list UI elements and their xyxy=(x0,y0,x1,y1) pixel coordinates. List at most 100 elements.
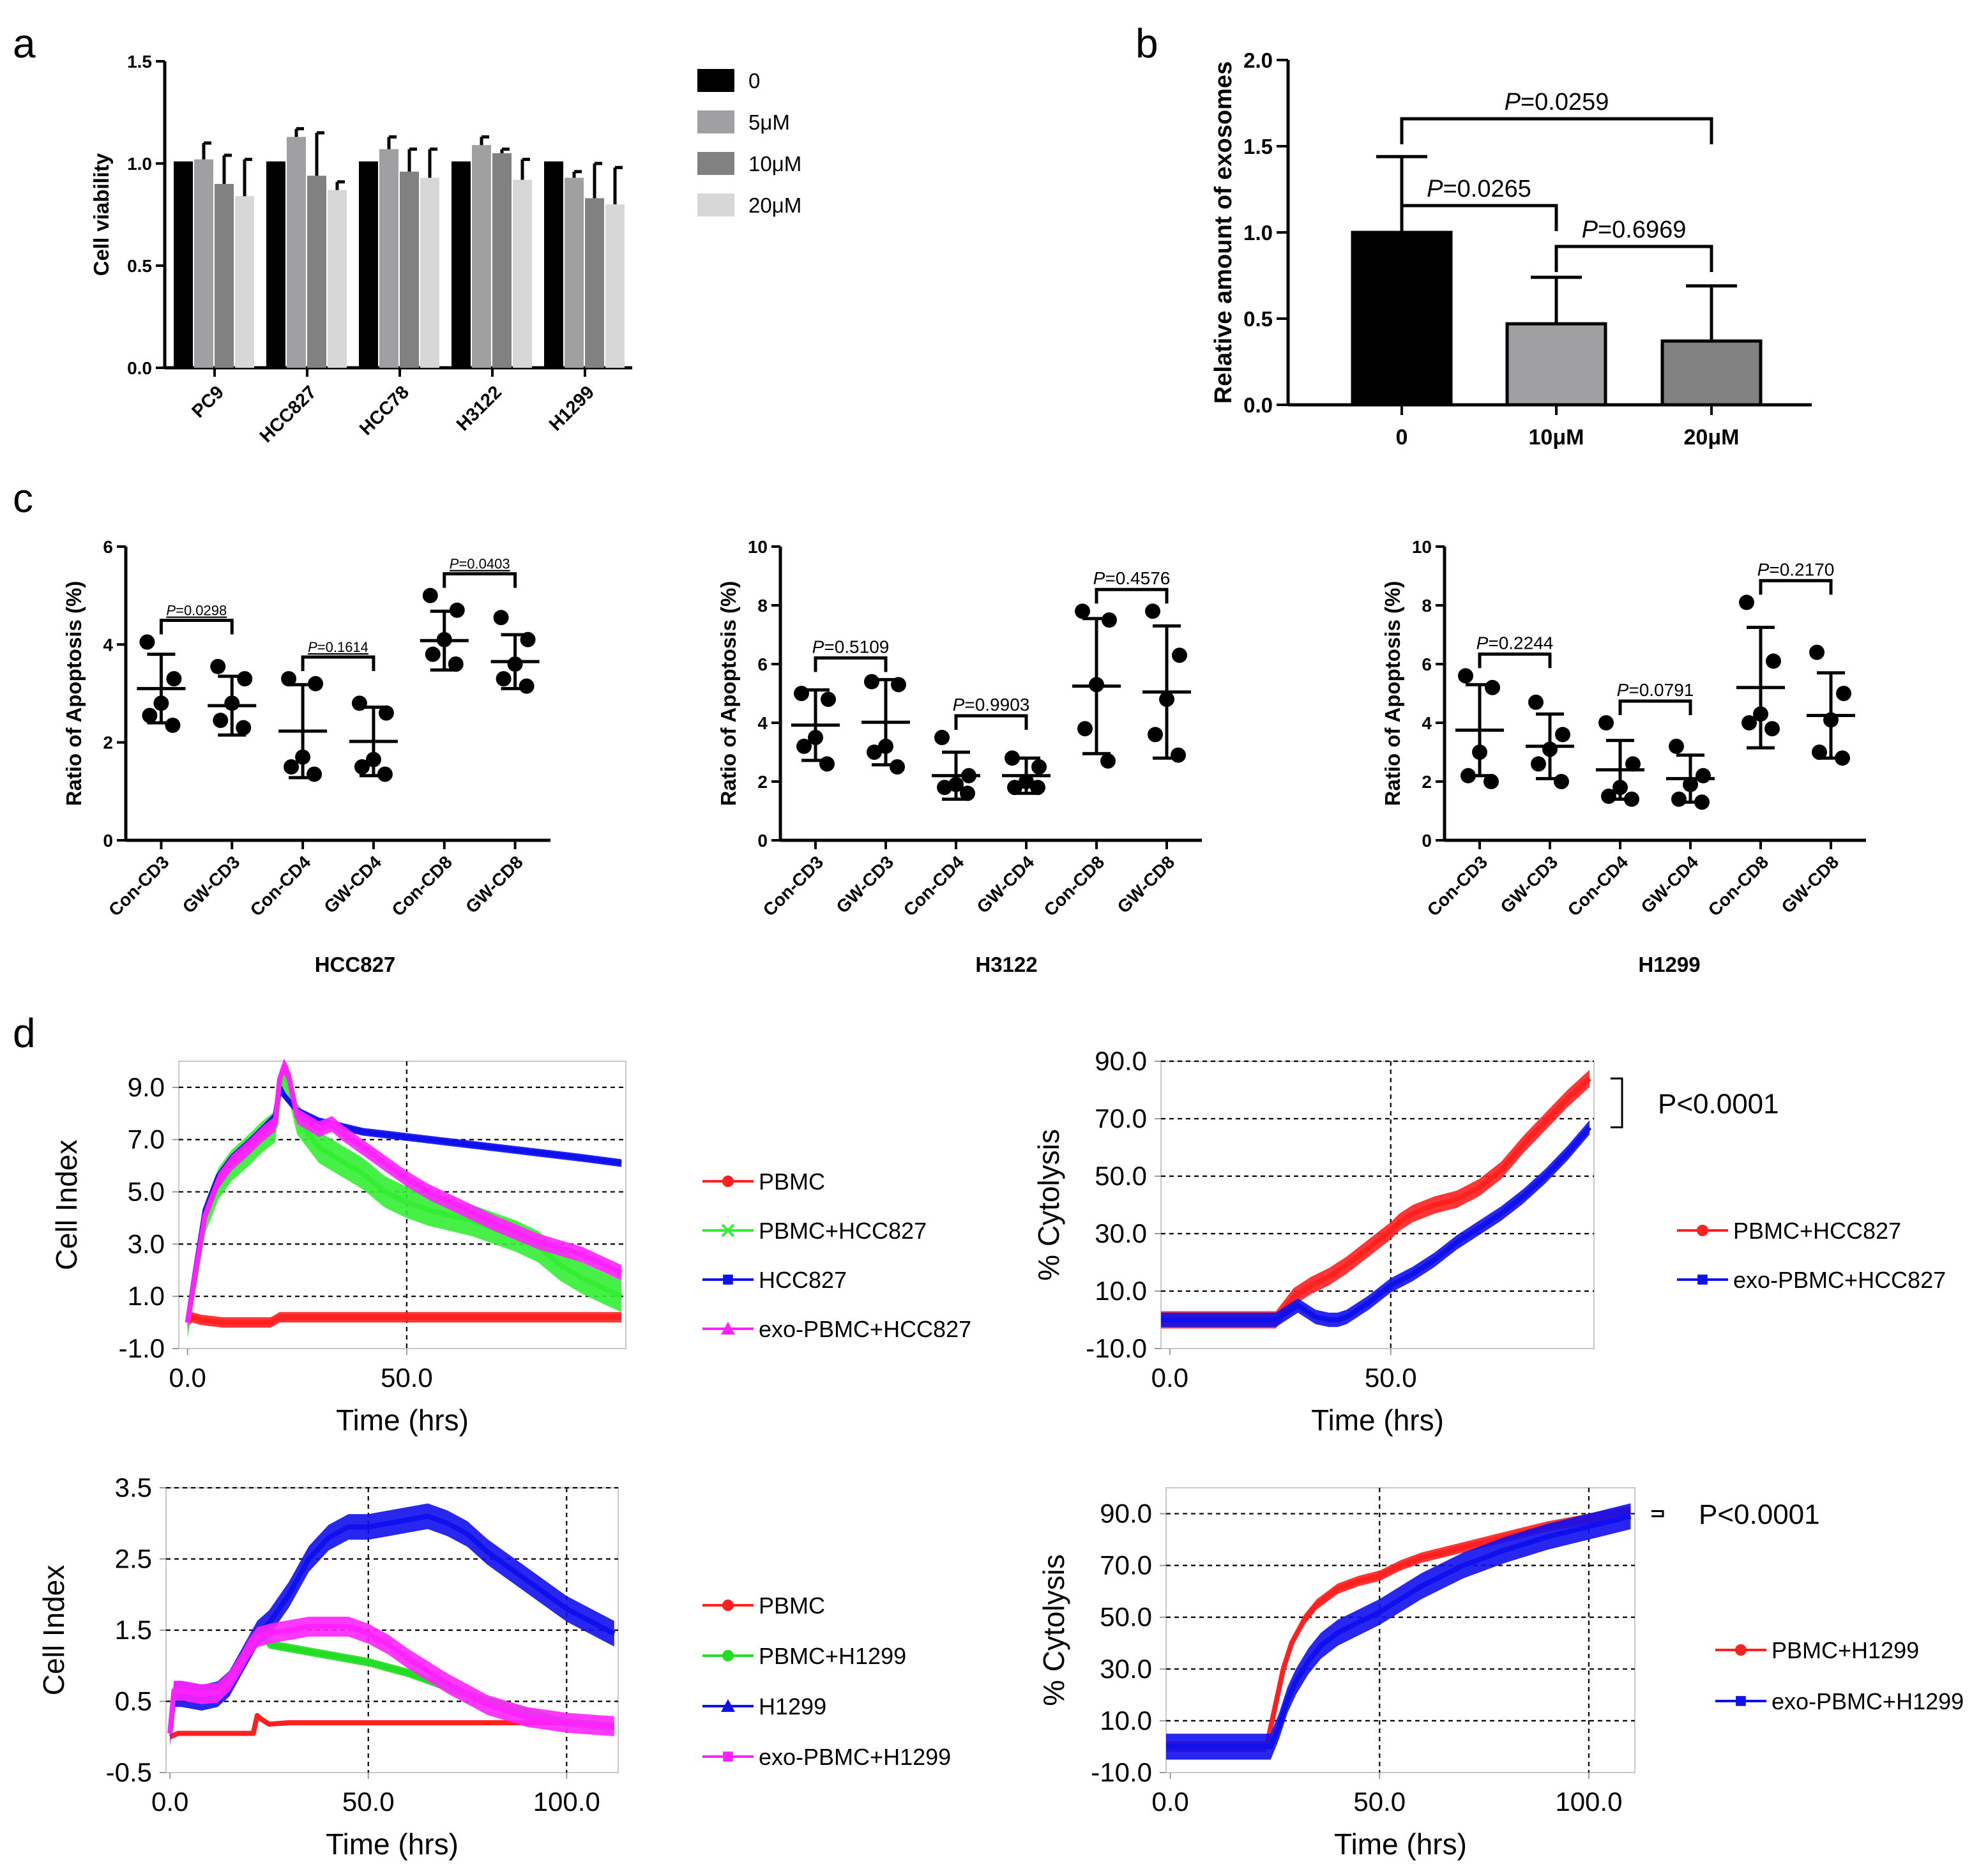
bar xyxy=(194,159,213,368)
legend-label: 20μM xyxy=(748,193,801,217)
y-tick-label: -10.0 xyxy=(1086,1333,1147,1363)
y-axis-label: Ratio of Apoptosis (%) xyxy=(62,581,86,806)
y-tick-label: 1.0 xyxy=(1243,221,1273,245)
y-tick-label: 0.0 xyxy=(127,358,152,378)
legend-marker xyxy=(1697,1225,1708,1236)
bar xyxy=(605,204,625,368)
data-point xyxy=(425,646,441,662)
x-tick-label: 0.0 xyxy=(169,1363,206,1393)
data-point xyxy=(378,705,394,721)
y-tick-label: 10 xyxy=(748,537,768,557)
p-value-label: P=0.4576 xyxy=(1093,568,1171,588)
x-tick-label: 0.0 xyxy=(151,1787,188,1817)
bar xyxy=(513,179,532,368)
p-value-label: P=0.2244 xyxy=(1476,633,1554,653)
x-tick-label: 0.0 xyxy=(1151,1363,1188,1393)
data-point xyxy=(142,707,158,723)
series-line xyxy=(169,1713,615,1739)
p-symbol: P xyxy=(1617,680,1629,700)
p-value: =0.2244 xyxy=(1488,633,1553,653)
y-axis-label: Ratio of Apoptosis (%) xyxy=(1381,581,1404,806)
significance-bracket xyxy=(814,656,888,672)
y-tick-label: 2 xyxy=(1422,772,1432,792)
data-point xyxy=(1148,727,1163,743)
data-point xyxy=(519,678,535,694)
panel-d-hcc827-cell-index: -1.0 1.0 3.0 5.0 7.0 9.0 0.0 50.0 Time (hrs) Cell… xyxy=(50,1058,971,1437)
p-symbol: P xyxy=(812,637,824,656)
bar xyxy=(266,161,285,368)
x-axis-label: Time (hrs) xyxy=(326,1827,459,1861)
p-symbol: P xyxy=(1757,559,1770,579)
y-tick-label: 1.5 xyxy=(127,52,152,72)
p-value: =0.5109 xyxy=(824,637,889,656)
panel-d-h1299-cell-index: -0.5 0.5 1.5 2.5 3.5 0.0 50.0 100.0 Time (hrs) Ce… xyxy=(37,1472,951,1861)
data-point xyxy=(819,756,835,772)
y-tick-label: 10.0 xyxy=(1100,1706,1152,1736)
data-point xyxy=(1145,603,1160,619)
p-value: =0.9903 xyxy=(964,695,1029,715)
data-point xyxy=(236,720,252,736)
y-tick-label: 0 xyxy=(757,831,768,851)
y-axis-label: % Cytolysis xyxy=(1037,1554,1070,1706)
chart-title: H1299 xyxy=(1638,953,1700,976)
p-symbol: P xyxy=(1093,568,1105,588)
p-value: =0.0791 xyxy=(1628,680,1694,700)
significance-bracket xyxy=(1095,587,1169,604)
data-point xyxy=(1554,774,1569,789)
y-axis-label: Ratio of Apoptosis (%) xyxy=(717,581,740,806)
chart-title: H3122 xyxy=(975,953,1037,976)
p-value: =0.0265 xyxy=(1443,176,1531,202)
p-value-bracket xyxy=(1611,1077,1623,1128)
data-point xyxy=(166,671,182,686)
data-point xyxy=(496,671,512,686)
data-point xyxy=(1764,721,1780,737)
y-tick-label: -0.5 xyxy=(106,1757,152,1787)
y-tick-label: 90.0 xyxy=(1100,1499,1152,1529)
data-point xyxy=(1739,594,1754,610)
y-tick-label: 2.5 xyxy=(115,1544,152,1574)
bar xyxy=(420,178,439,368)
p-value-label: P<0.0001 xyxy=(1658,1088,1779,1119)
legend-marker xyxy=(721,1322,735,1335)
p-value: =0.1614 xyxy=(317,639,368,655)
series-line xyxy=(1161,1125,1592,1322)
data-point xyxy=(1625,756,1641,772)
y-axis-label: Cell Index xyxy=(50,1140,83,1271)
legend-marker xyxy=(1736,1696,1746,1706)
y-tick-label: 1.0 xyxy=(128,1281,165,1311)
legend-label: PBMC+HCC827 xyxy=(1733,1218,1901,1244)
y-tick-label: -1.0 xyxy=(119,1333,165,1363)
legend-label: PBMC+H1299 xyxy=(1772,1637,1919,1663)
x-tick-label: 50.0 xyxy=(381,1363,433,1393)
data-point xyxy=(867,745,882,760)
p-symbol: P xyxy=(1427,176,1443,202)
bar xyxy=(1660,339,1763,407)
data-point xyxy=(210,658,226,674)
data-point xyxy=(794,686,809,701)
x-tick-label: 0 xyxy=(1396,425,1408,450)
plot-frame xyxy=(1165,1487,1635,1773)
y-tick-label: 4 xyxy=(757,713,768,733)
x-tick-label: 50.0 xyxy=(1365,1363,1417,1393)
series-line xyxy=(1166,1513,1632,1750)
y-tick-label: 2.0 xyxy=(1243,49,1273,72)
y-tick-label: 2 xyxy=(103,733,113,753)
series-line xyxy=(1161,1077,1591,1322)
x-tick-label: 0.0 xyxy=(1151,1787,1188,1817)
data-point xyxy=(422,587,438,603)
data-point xyxy=(284,759,300,775)
chart-title: HCC827 xyxy=(315,953,396,976)
significance-bracket xyxy=(1400,117,1713,144)
legend-marker xyxy=(722,1650,734,1661)
legend-marker xyxy=(723,1275,733,1285)
data-point xyxy=(1809,644,1825,660)
legend-label: 10μM xyxy=(748,152,801,176)
p-value-label: P=0.2170 xyxy=(1757,559,1835,579)
legend-marker xyxy=(1697,1275,1708,1285)
p-symbol: P xyxy=(1476,633,1489,653)
x-tick-label: 20μM xyxy=(1684,425,1740,450)
y-tick-label: 10.0 xyxy=(1095,1276,1147,1306)
panel-label-d: d xyxy=(13,1010,36,1056)
y-axis-label: Cell viability xyxy=(89,153,113,276)
